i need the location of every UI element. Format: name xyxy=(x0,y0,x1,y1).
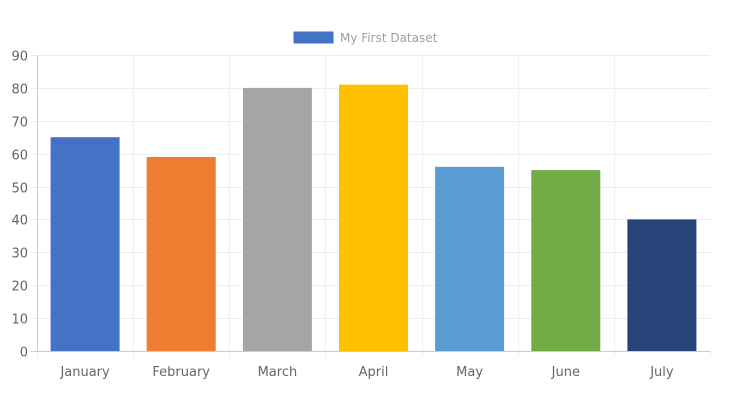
legend-swatch[interactable] xyxy=(292,30,335,45)
axes xyxy=(31,55,710,352)
bar-january[interactable] xyxy=(50,137,120,351)
legend[interactable]: My First Dataset xyxy=(292,30,438,45)
y-axis-tick-labels: 0 10 20 30 40 50 60 70 80 90 xyxy=(11,50,28,361)
x-tick-label: May xyxy=(456,365,483,380)
bar-may[interactable] xyxy=(435,166,505,351)
x-tick-label: March xyxy=(258,365,298,380)
y-tick-label: 80 xyxy=(11,83,28,98)
bars xyxy=(50,84,697,352)
legend-label[interactable]: My First Dataset xyxy=(340,31,438,45)
x-tick-label: February xyxy=(152,365,210,380)
bar-june[interactable] xyxy=(531,170,601,351)
y-tick-label: 0 xyxy=(20,346,28,361)
y-tick-label: 70 xyxy=(11,116,28,131)
y-tick-label: 30 xyxy=(11,247,28,262)
y-tick-label: 60 xyxy=(11,149,28,164)
y-tick-label: 50 xyxy=(11,182,28,197)
x-tick-label: June xyxy=(551,365,580,380)
bar-march[interactable] xyxy=(242,87,312,352)
y-tick-label: 90 xyxy=(11,50,28,65)
bar-july[interactable] xyxy=(627,219,697,351)
x-tick-label: April xyxy=(359,365,389,380)
x-tick-label: January xyxy=(59,365,110,380)
y-tick-label: 20 xyxy=(11,280,28,295)
bar-february[interactable] xyxy=(146,157,216,351)
y-tick-label: 10 xyxy=(11,313,28,328)
x-tick-label: July xyxy=(649,365,674,380)
x-axis-tick-labels: January February March April May June July xyxy=(59,365,673,380)
y-tick-label: 40 xyxy=(11,214,28,229)
bar-april[interactable] xyxy=(339,84,408,351)
